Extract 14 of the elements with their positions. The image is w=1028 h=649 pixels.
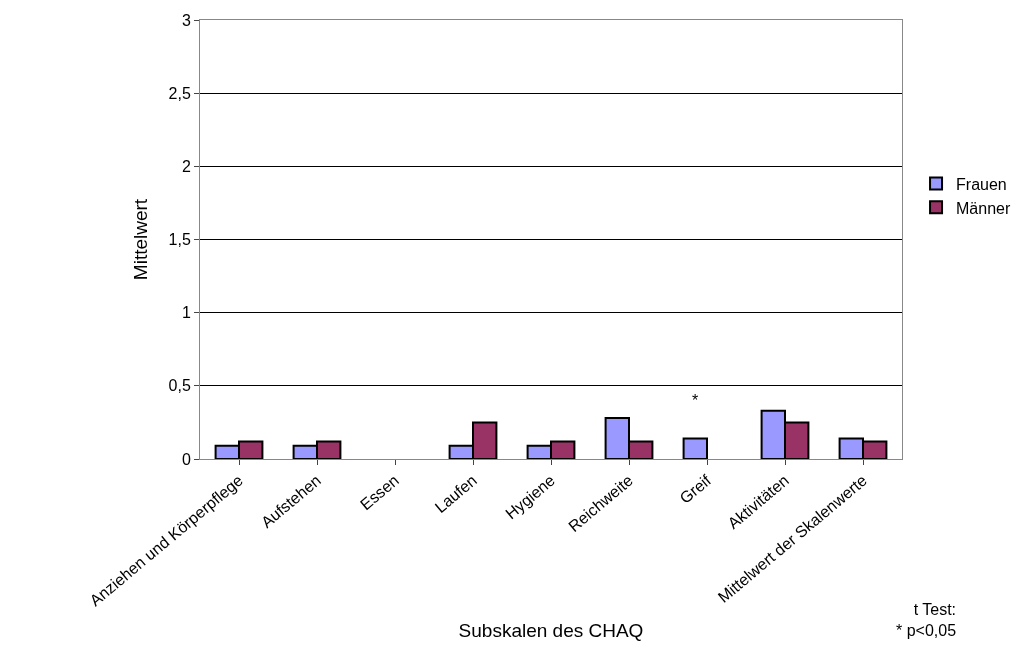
y-tick-label: 2,5 (168, 84, 191, 102)
bar (682, 437, 708, 459)
y-axis-title: Mittelwert (130, 198, 152, 281)
x-axis-title: Subskalen des CHAQ (458, 620, 644, 642)
text: t Test: * p<0,05 (896, 601, 957, 639)
y-tick-label: 3 (181, 11, 191, 29)
y-tick-label: 0 (181, 450, 191, 468)
y-tick-label: 0,5 (168, 377, 191, 395)
y-tick-label: 2 (181, 157, 191, 175)
legend-label: Frauen (956, 175, 1007, 193)
y-tick-label: 1 (181, 304, 191, 322)
legend-label: Männer (956, 199, 1011, 217)
y-tick-label: 1,5 (168, 231, 191, 249)
annotation: * (692, 392, 699, 409)
